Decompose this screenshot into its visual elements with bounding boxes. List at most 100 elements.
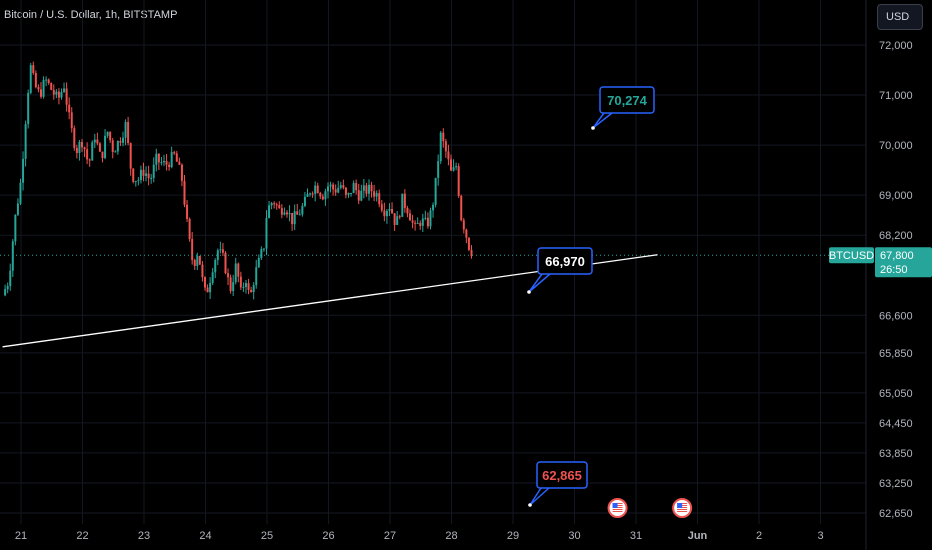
candle-up xyxy=(324,188,327,206)
candle-down xyxy=(316,182,319,194)
candle-down xyxy=(180,163,183,187)
candle-body xyxy=(288,212,291,215)
candle-body xyxy=(357,190,360,201)
candle-up xyxy=(216,248,219,266)
y-tick-label: 65,850 xyxy=(879,348,913,360)
candle-down xyxy=(80,139,83,153)
candle-body xyxy=(27,92,30,125)
flag-stripe xyxy=(612,509,623,510)
candle-body xyxy=(127,121,130,144)
callout-box xyxy=(599,86,655,114)
candle-body xyxy=(150,177,153,179)
candle-down xyxy=(383,202,386,222)
x-tick-label: 23 xyxy=(138,530,150,542)
candle-body xyxy=(252,285,255,293)
event-markers xyxy=(607,498,693,518)
candle-down xyxy=(129,142,132,176)
candle-down xyxy=(52,84,55,100)
callout-red: 62,865 xyxy=(528,461,588,507)
candle-body xyxy=(291,212,294,225)
candle-down xyxy=(198,255,201,266)
candle-down xyxy=(186,199,189,223)
candle-body xyxy=(124,121,127,138)
candle-up xyxy=(434,177,437,208)
candle-up xyxy=(270,201,273,210)
candle-body xyxy=(11,241,14,271)
currency-button[interactable]: USD xyxy=(877,4,923,30)
candle-down xyxy=(373,184,376,202)
candle-body xyxy=(175,153,178,162)
candle-down xyxy=(206,284,209,293)
candle-body xyxy=(50,83,53,90)
candle-up xyxy=(152,157,155,183)
candle-body xyxy=(209,282,212,293)
candle-down xyxy=(275,202,278,210)
candle-up xyxy=(93,133,96,149)
candle-down xyxy=(291,212,294,231)
y-tick-label: 62,650 xyxy=(879,508,913,520)
candle-body xyxy=(378,193,381,205)
chart-title: Bitcoin / U.S. Dollar, 1h, BITSTAMP xyxy=(4,9,178,21)
us-flag-event-icon[interactable] xyxy=(607,498,628,518)
x-tick-label: 24 xyxy=(199,530,211,542)
candle-down xyxy=(342,179,345,190)
candle-down xyxy=(178,157,181,166)
callout-anchor-dot xyxy=(528,503,532,507)
candle-body xyxy=(388,208,391,211)
candle-down xyxy=(175,150,178,162)
candle-down xyxy=(457,163,460,198)
candle-body xyxy=(442,132,445,142)
candle-body xyxy=(155,153,158,165)
candle-down xyxy=(193,258,196,270)
candle-down xyxy=(332,182,335,196)
candle-down xyxy=(319,191,322,200)
candle-down xyxy=(467,237,470,252)
candle-body xyxy=(398,216,401,218)
candle-body xyxy=(104,135,107,159)
candle-body xyxy=(268,205,271,219)
candle-up xyxy=(11,239,14,277)
candle-down xyxy=(188,217,191,242)
candle-body xyxy=(229,277,232,292)
candle-body xyxy=(188,218,191,240)
candle-body xyxy=(168,164,171,168)
candle-body xyxy=(350,192,353,194)
candle-body xyxy=(116,140,119,152)
candle-down xyxy=(406,205,409,218)
candle-body xyxy=(170,152,173,168)
candle-down xyxy=(470,245,473,259)
candle-down xyxy=(419,220,422,230)
candle-body xyxy=(216,250,219,261)
candle-down xyxy=(357,183,360,205)
candle-body xyxy=(437,161,440,178)
candle-body xyxy=(306,194,309,197)
us-flag-event-icon[interactable] xyxy=(672,498,693,518)
current-price-tags: BTCUSD 67,800 26:50 xyxy=(829,247,932,278)
candle-body xyxy=(314,185,317,194)
candle-body xyxy=(109,131,112,141)
candle-body xyxy=(342,185,345,188)
candle-down xyxy=(203,276,206,291)
candle-up xyxy=(162,154,165,167)
candle-body xyxy=(227,273,230,278)
candle-body xyxy=(370,184,373,192)
candle-body xyxy=(455,166,458,168)
candle-down xyxy=(370,181,373,198)
candle-down xyxy=(73,125,76,151)
candle-body xyxy=(6,286,9,290)
candle-up xyxy=(421,213,424,233)
candle-body xyxy=(73,128,76,148)
candle-body xyxy=(262,248,265,250)
candle-down xyxy=(273,201,276,209)
candle-down xyxy=(142,162,145,182)
candle-body xyxy=(106,131,109,136)
candle-body xyxy=(311,193,314,195)
candle-body xyxy=(186,204,189,219)
callout-white: 66,970 xyxy=(527,247,593,294)
callout-box xyxy=(537,247,593,275)
candle-up xyxy=(303,192,306,208)
candle-body xyxy=(298,214,301,216)
candle-up xyxy=(367,179,370,201)
candle-body xyxy=(452,167,455,171)
